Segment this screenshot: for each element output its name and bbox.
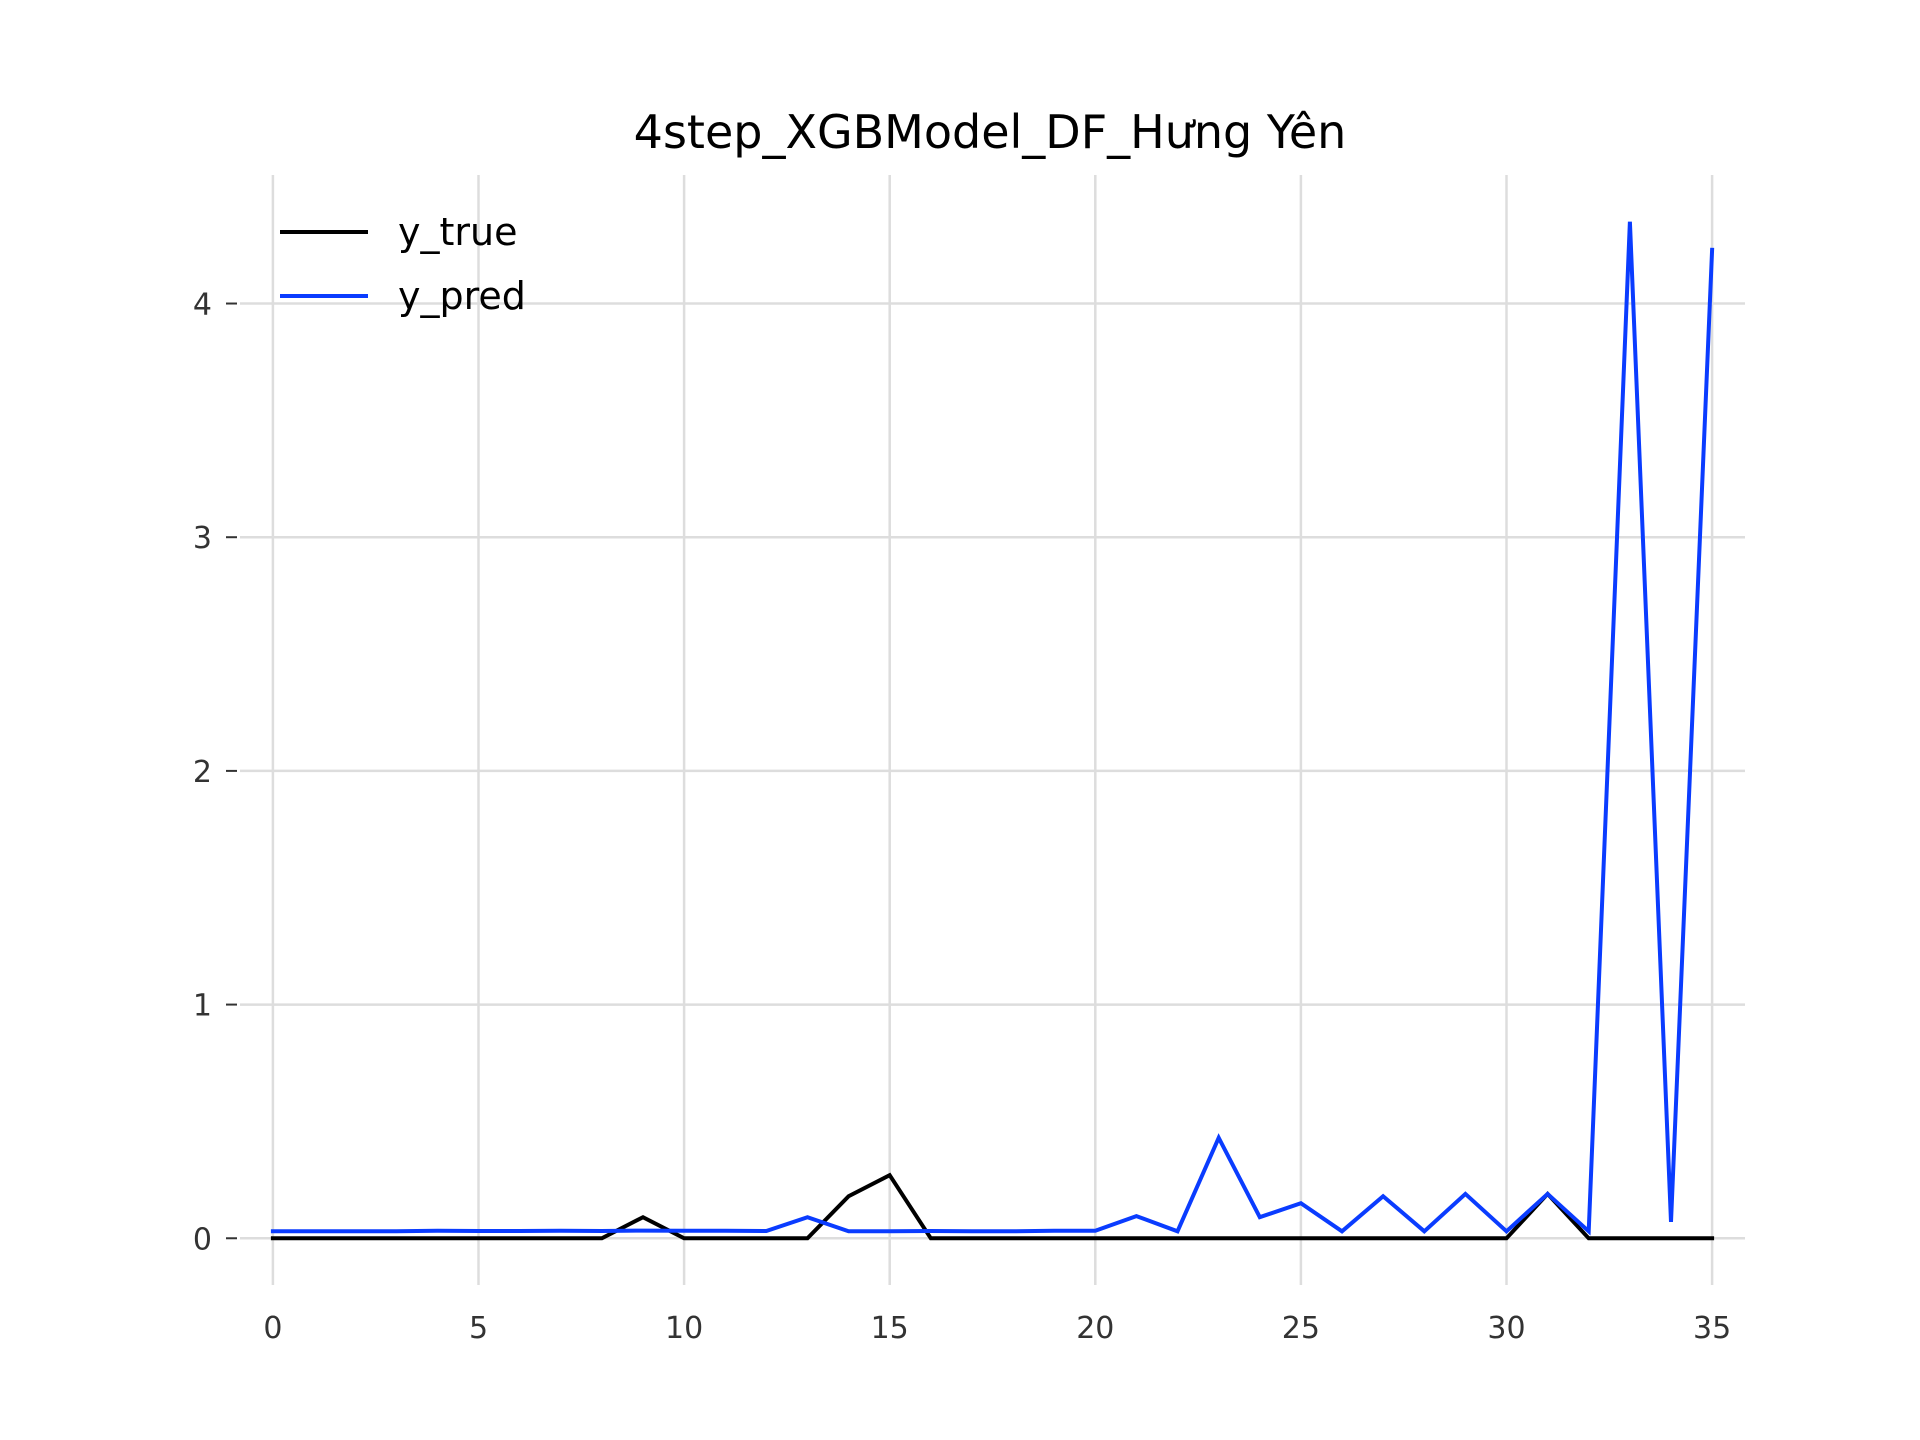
x-tick-label: 0 (263, 1311, 282, 1346)
x-tick-label: 10 (665, 1311, 703, 1346)
legend-label-y-pred: y_pred (398, 274, 526, 318)
y-tick-label: 0 (193, 1222, 212, 1257)
legend: y_true y_pred (280, 210, 526, 318)
axis-ticks: 0 5 10 15 20 25 30 35 0 1 2 3 4 (193, 288, 1731, 1346)
chart-title: 4step_XGBModel_DF_Hưng Yên (634, 105, 1347, 159)
grid (240, 175, 1745, 1285)
x-tick-label: 20 (1076, 1311, 1114, 1346)
x-tick-label: 30 (1487, 1311, 1525, 1346)
legend-label-y-true: y_true (398, 210, 517, 254)
x-tick-label: 5 (469, 1311, 488, 1346)
y-tick-label: 2 (193, 755, 212, 790)
series-line-y-pred (270, 221, 1715, 1236)
y-tick-label: 3 (193, 521, 212, 556)
x-tick-label: 25 (1282, 1311, 1320, 1346)
y-tick-label: 1 (193, 989, 212, 1024)
series-lines (270, 221, 1715, 1241)
y-tick-label: 4 (193, 288, 212, 323)
x-tick-label: 35 (1693, 1311, 1731, 1346)
series-line-y-true (270, 1172, 1715, 1241)
x-tick-label: 15 (871, 1311, 909, 1346)
